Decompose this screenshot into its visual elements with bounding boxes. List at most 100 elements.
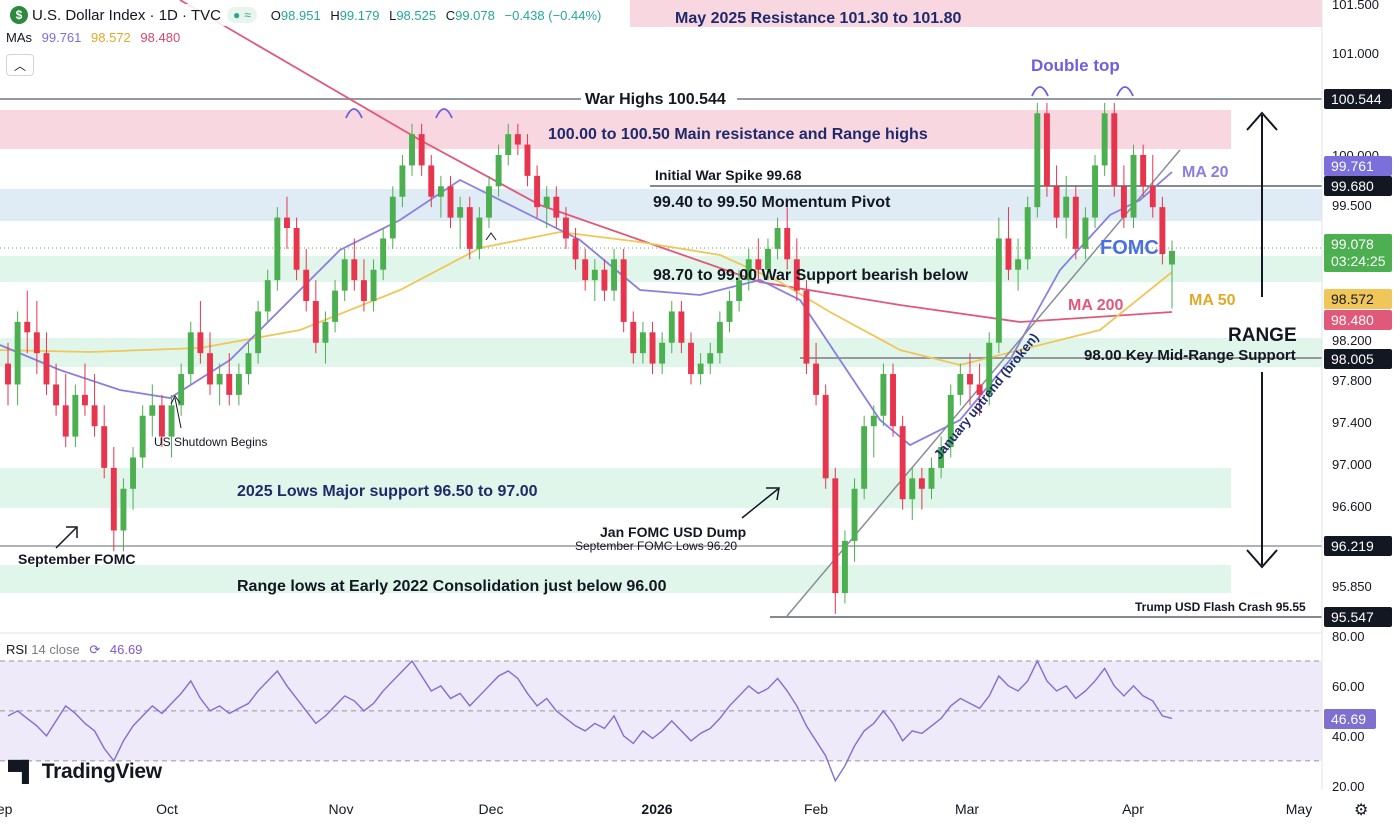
- candle-body: [899, 426, 906, 500]
- candle-body: [1034, 113, 1041, 208]
- wave-icon: ≈: [244, 8, 251, 22]
- rsi-axis-tick: 80.00: [1332, 629, 1365, 644]
- refresh-icon[interactable]: ⟳: [89, 642, 101, 657]
- rsi-value-label: 46.69: [1331, 711, 1366, 727]
- candle-body: [1159, 207, 1166, 255]
- candle-body: [197, 332, 204, 354]
- annotation-fomc: FOMC: [1100, 237, 1159, 259]
- candle-body: [986, 342, 993, 395]
- candle-body: [803, 290, 810, 364]
- rsi-axis-tick: 20.00: [1332, 779, 1365, 794]
- candle-body: [890, 374, 896, 427]
- candle-body: [168, 405, 175, 437]
- symbol-title[interactable]: U.S. Dollar Index · 1D · TVC: [32, 6, 221, 24]
- low-value: 98.525: [396, 7, 437, 23]
- symbol-header[interactable]: $ U.S. Dollar Index · 1D · TVC ● ≈ O98.9…: [6, 4, 606, 26]
- annotation-ma-20: MA 20: [1182, 164, 1229, 181]
- price-label-bg: [1324, 310, 1392, 330]
- x-axis-tick: Mar: [955, 801, 979, 817]
- candle-body: [139, 415, 146, 458]
- candle-body: [1053, 186, 1060, 218]
- candle-body: [755, 259, 762, 270]
- close-value: 99.078: [455, 7, 495, 23]
- price-label-bg: [1324, 176, 1392, 196]
- candle-body: [62, 405, 69, 437]
- x-axis-tick: Apr: [1122, 801, 1144, 817]
- collapse-legend-button[interactable]: ︿: [6, 54, 34, 76]
- candle-body: [1101, 113, 1108, 166]
- candle-body: [553, 196, 560, 218]
- candle-body: [726, 301, 733, 322]
- candle-body: [466, 207, 473, 249]
- ma20-legend-value: 99.761: [41, 30, 82, 45]
- level-label-sept-fomc-lows: September FOMC Lows 96.20: [575, 539, 737, 553]
- candle-body: [24, 321, 31, 333]
- countdown-label: 03:24:25: [1331, 253, 1386, 269]
- level-label-key-mid-range: 98.00 Key Mid-Range Support: [1084, 347, 1296, 364]
- range-arrowhead-up: [1246, 111, 1278, 131]
- candle-body: [1015, 259, 1022, 270]
- candle-body: [611, 259, 618, 291]
- candle-body: [130, 457, 137, 489]
- candle-body: [428, 165, 435, 197]
- chevron-up-icon: ︿: [13, 58, 26, 73]
- settings-gear-icon[interactable]: ⚙: [1354, 802, 1369, 819]
- candle-body: [312, 301, 319, 343]
- zone-label-may-resistance: May 2025 Resistance 101.30 to 101.80: [675, 10, 962, 27]
- rsi-axis-tick: 60.00: [1332, 679, 1365, 694]
- ma-legend[interactable]: MAs 99.761 98.572 98.480: [6, 30, 186, 45]
- candle-body: [457, 207, 464, 218]
- candle-body: [476, 217, 483, 249]
- double-top-arc: [345, 108, 363, 119]
- candle-body: [5, 363, 11, 385]
- candle-body: [409, 134, 415, 166]
- rsi-legend[interactable]: RSI 14 close ⟳ 46.69: [6, 642, 142, 658]
- low-key: L: [389, 7, 397, 23]
- candle-body: [226, 374, 233, 395]
- annotation-september-fomc: September FOMC: [18, 551, 135, 567]
- zone-label-main-resistance: 100.00 to 100.50 Main resistance and Ran…: [548, 126, 928, 143]
- zone-label-momentum-pivot: 99.40 to 99.50 Momentum Pivot: [653, 194, 891, 211]
- candle-body: [418, 134, 425, 166]
- y-axis-tick: 96.600: [1332, 499, 1372, 514]
- candle-body: [120, 488, 127, 531]
- candle-body: [697, 363, 704, 375]
- candle-body: [688, 342, 694, 375]
- price-label: 98.005: [1331, 351, 1374, 367]
- price-label: 95.547: [1331, 609, 1374, 625]
- candle-body: [284, 217, 290, 229]
- candle-body: [1120, 186, 1127, 218]
- candle-body: [995, 238, 1002, 343]
- candle-body: [668, 311, 675, 343]
- candle-body: [178, 374, 185, 406]
- zone-war-support: [0, 256, 1322, 282]
- status-pill[interactable]: ● ≈: [226, 7, 257, 23]
- zone-may-resistance: [630, 0, 1322, 27]
- level-label-bg: [581, 89, 737, 109]
- range-arrowhead-down: [1246, 549, 1278, 569]
- candle-body: [774, 228, 781, 249]
- x-axis-tick: 2026: [641, 801, 672, 817]
- change-value: −0.438 (−0.44%): [504, 7, 602, 23]
- jan-fomc-pointer-head: [766, 487, 780, 501]
- ma200-line: [179, 0, 1173, 323]
- shutdown-pointer: [174, 397, 182, 429]
- candle-body: [380, 238, 387, 270]
- candle-body: [447, 186, 454, 218]
- annotation-range: RANGE: [1228, 325, 1297, 346]
- candle-body: [1005, 238, 1012, 270]
- candle-body: [33, 332, 40, 354]
- rsi-legend-label: RSI: [6, 642, 28, 657]
- rsi-value-bg: [1324, 709, 1376, 729]
- close-key: C: [445, 7, 456, 23]
- caret-icon: [485, 232, 497, 241]
- candle-body: [322, 321, 329, 343]
- candle-body: [351, 259, 358, 281]
- price-label-bg: [1324, 289, 1392, 309]
- candle-body: [255, 311, 262, 354]
- ma50-legend-value: 98.572: [91, 30, 131, 45]
- candle-body: [245, 353, 252, 375]
- tradingview-logo[interactable]: ▀▌ TradingView: [8, 760, 162, 784]
- candle-body: [187, 332, 194, 375]
